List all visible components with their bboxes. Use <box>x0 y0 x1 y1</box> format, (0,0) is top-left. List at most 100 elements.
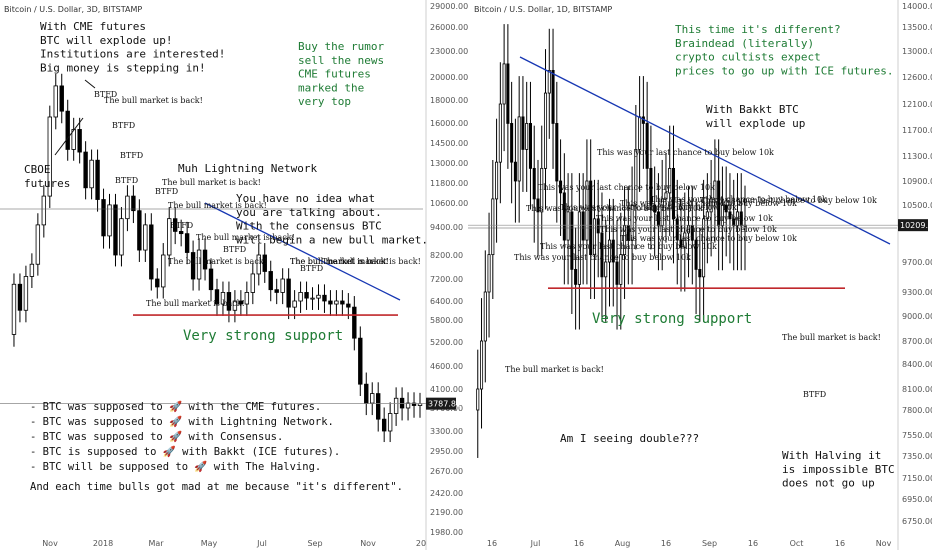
candle-body <box>592 218 596 256</box>
arrow <box>54 117 84 156</box>
y-tick-label: 16000.00 <box>430 119 468 128</box>
candle-body <box>690 225 694 241</box>
candle-body <box>71 129 76 150</box>
candle-body <box>498 103 502 163</box>
y-tick-label: 14500.00 <box>430 139 468 148</box>
y-tick-label: 7350.00 <box>902 452 932 461</box>
arrow <box>84 79 96 89</box>
x-tick-label: Sep <box>307 539 322 548</box>
candle-body <box>113 204 118 256</box>
candle-body <box>566 211 570 241</box>
chart-panel-2: 14000.00 13500.00 13000.00 12600.00 12100.00… <box>468 0 932 550</box>
annotation-list-item: - BTC was supposed to 🚀 with Lightning N… <box>30 415 334 428</box>
candle-body <box>304 292 309 299</box>
candle-body <box>487 254 491 293</box>
x-tick-label: 16 <box>748 539 758 548</box>
candle-body <box>364 383 369 404</box>
candle-body <box>702 218 706 278</box>
y-tick-label: 3300.00 <box>430 427 463 436</box>
candle-body <box>310 297 315 300</box>
candle-body <box>739 211 743 227</box>
annotation-list-item: - BTC was supposed to 🚀 with the CME fut… <box>30 400 321 413</box>
candle-body <box>184 233 190 253</box>
y-tick-label: 12100.00 <box>902 100 932 109</box>
candle-body <box>346 303 351 308</box>
candle-body <box>664 192 668 200</box>
candle-body <box>316 294 321 299</box>
candle-body <box>59 85 64 112</box>
candle-body <box>540 167 544 213</box>
y-tick-label: 23000.00 <box>430 47 468 56</box>
candle-body <box>292 300 297 308</box>
candle-body <box>41 195 47 226</box>
annotation-last-chance: This was your last chance to buy below 1… <box>514 253 691 262</box>
candle-body <box>536 198 540 213</box>
annotation-btfd: BTFD <box>155 187 178 196</box>
candle-body <box>370 393 375 404</box>
candle-body <box>244 292 250 305</box>
annotation-rumor: CME futures <box>298 68 371 81</box>
x-tick-label: Nov <box>42 539 58 548</box>
candle-body <box>513 161 517 182</box>
candle-body <box>630 204 634 241</box>
candle-body <box>35 224 41 265</box>
candle-body <box>713 180 717 200</box>
candle-body <box>717 180 721 227</box>
candle-body <box>626 225 630 241</box>
candle-body <box>65 110 70 150</box>
annotation-btfd-right: BTFD <box>803 390 826 399</box>
annotation-btfd: BTFD <box>112 121 135 130</box>
x-tick-label: Oct <box>790 539 804 548</box>
x-tick-label: 16 <box>661 539 671 548</box>
y-tick-label: 9300.00 <box>902 288 932 297</box>
annotation-cme: Big money is stepping in! <box>40 61 206 74</box>
y-tick-label: 29000.00 <box>430 2 468 11</box>
candle-body <box>604 261 608 278</box>
trend-line <box>519 56 891 245</box>
candle-body <box>226 292 232 311</box>
candle-body <box>683 232 687 248</box>
candle-body <box>687 225 691 234</box>
y-tick-label: 6950.00 <box>902 495 932 504</box>
candle-body <box>668 167 672 194</box>
y-tick-label: 2420.00 <box>430 489 463 498</box>
last-price-label: 3787.81 <box>428 400 461 409</box>
annotation-last-chance: This was your last chance to buy below 1… <box>600 225 777 234</box>
candle-body <box>615 261 619 285</box>
candle-body <box>161 254 166 288</box>
annotation-btfd: BTFD <box>170 221 193 230</box>
y-tick-label: 5800.00 <box>430 316 463 325</box>
candle-body <box>89 159 94 189</box>
annotation-last-chance: This was your last chance to buy below 1… <box>540 242 717 251</box>
annotation-rumor: very top <box>298 95 351 108</box>
candle-body <box>83 151 88 189</box>
candle-body <box>660 198 664 227</box>
candle-body <box>547 70 551 94</box>
x-tick-label: Jul <box>256 539 267 548</box>
annotation-bull-back-right: The bull market is back! <box>782 333 881 342</box>
candle-body <box>491 198 495 256</box>
candle-body <box>274 289 279 293</box>
candle-body <box>649 167 653 206</box>
annotation-cme: BTC will explode up! <box>40 34 172 47</box>
candle-body <box>619 254 623 285</box>
annotation-last-chance: This was your last chance to buy below 1… <box>560 203 737 212</box>
candle-body <box>483 291 487 342</box>
y-tick-label: 13500.00 <box>902 23 932 32</box>
candle-body <box>411 402 417 406</box>
annotation-btfd: BTFD <box>94 90 117 99</box>
candle-body <box>551 70 555 124</box>
candle-body <box>405 402 411 409</box>
candle-body <box>220 292 226 305</box>
annotation-list-item: - BTC is supposed to 🚀 with Bakkt (ICE f… <box>30 445 340 458</box>
annotation-last-chance: This was your last chance to buy below 1… <box>526 204 703 213</box>
candle-body <box>214 289 220 305</box>
candle-body <box>559 180 563 194</box>
annotation-last-chance: This was your last chance to buy below 1… <box>620 234 797 243</box>
candle-body <box>376 393 381 420</box>
y-tick-label: 4100.00 <box>430 385 463 394</box>
y-tick-label: 20000.00 <box>430 73 468 82</box>
candle-body <box>131 195 136 212</box>
candle-body <box>208 268 214 291</box>
